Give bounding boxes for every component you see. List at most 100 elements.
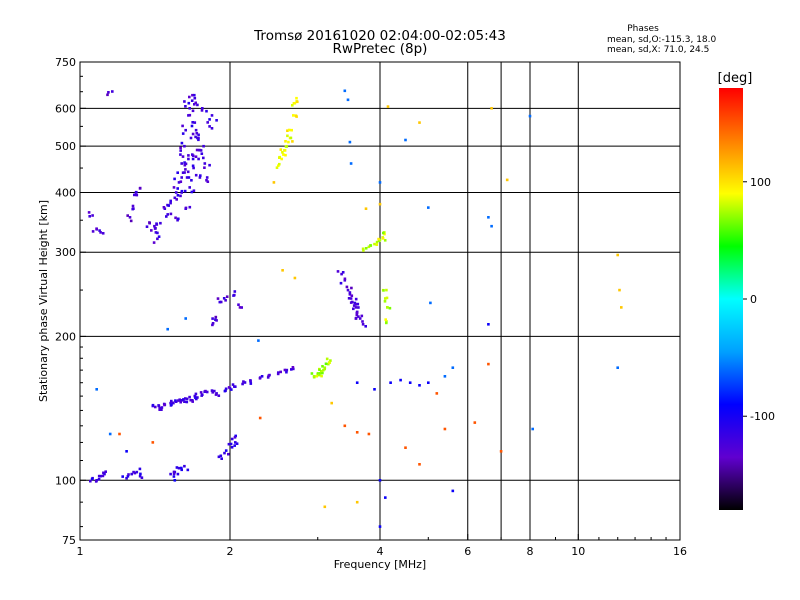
data-point bbox=[187, 176, 191, 179]
data-point bbox=[287, 128, 291, 132]
data-point bbox=[184, 397, 187, 400]
data-point bbox=[235, 442, 239, 445]
data-point bbox=[97, 474, 101, 478]
data-point bbox=[222, 297, 226, 300]
data-point bbox=[165, 215, 168, 218]
data-point bbox=[203, 166, 206, 169]
data-point bbox=[215, 319, 218, 322]
data-point bbox=[282, 153, 285, 156]
data-point bbox=[138, 467, 142, 471]
data-point bbox=[162, 206, 166, 209]
data-point bbox=[181, 124, 184, 128]
data-point bbox=[185, 176, 189, 179]
x-tick-label: 10 bbox=[571, 545, 585, 558]
data-point bbox=[87, 211, 91, 214]
data-point bbox=[131, 204, 135, 208]
data-point bbox=[404, 138, 407, 142]
data-point bbox=[177, 466, 181, 470]
data-point bbox=[281, 269, 284, 272]
data-point bbox=[193, 96, 197, 100]
data-point bbox=[126, 214, 129, 217]
data-point bbox=[173, 196, 177, 200]
data-point bbox=[286, 129, 289, 132]
phases-x-stats: mean, sd,X: 71.0, 24.5 bbox=[607, 45, 709, 55]
data-point bbox=[157, 404, 160, 407]
data-point bbox=[361, 323, 365, 326]
data-point bbox=[258, 377, 262, 380]
x-tick-label: 8 bbox=[527, 545, 534, 558]
data-point bbox=[132, 470, 135, 474]
data-point bbox=[176, 187, 179, 190]
data-point bbox=[295, 115, 298, 118]
data-point bbox=[356, 302, 360, 306]
data-point bbox=[150, 229, 153, 232]
data-point bbox=[205, 109, 208, 113]
data-point bbox=[175, 198, 178, 201]
data-point bbox=[210, 389, 214, 392]
data-point bbox=[378, 202, 382, 206]
data-point bbox=[325, 357, 329, 361]
data-point bbox=[339, 281, 343, 285]
data-point bbox=[184, 162, 188, 166]
data-point bbox=[206, 121, 209, 124]
data-point bbox=[95, 227, 98, 230]
data-point bbox=[220, 457, 223, 460]
data-point bbox=[343, 89, 347, 93]
data-point bbox=[232, 294, 235, 297]
data-point bbox=[158, 408, 161, 411]
data-point bbox=[381, 237, 385, 240]
data-point bbox=[272, 181, 276, 184]
data-point bbox=[531, 427, 534, 431]
data-point bbox=[91, 214, 94, 217]
data-point bbox=[139, 472, 142, 476]
data-point bbox=[451, 366, 455, 369]
data-point bbox=[343, 424, 347, 428]
data-point bbox=[219, 300, 223, 304]
data-point bbox=[528, 114, 532, 118]
data-point bbox=[230, 437, 234, 441]
data-point bbox=[188, 395, 191, 399]
data-point bbox=[158, 406, 161, 410]
data-point bbox=[322, 368, 325, 372]
data-point bbox=[284, 140, 287, 143]
colorbar bbox=[719, 88, 743, 510]
data-point bbox=[172, 470, 176, 474]
data-point bbox=[175, 466, 179, 469]
data-point bbox=[131, 207, 134, 211]
data-point bbox=[386, 306, 389, 309]
data-point bbox=[260, 375, 264, 378]
colorbar-tick-label: 100 bbox=[750, 176, 771, 189]
data-point bbox=[97, 477, 101, 481]
data-point bbox=[186, 170, 190, 174]
data-point bbox=[193, 121, 197, 124]
x-tick-label: 16 bbox=[673, 545, 687, 558]
data-point bbox=[195, 132, 199, 135]
data-point bbox=[191, 109, 195, 113]
data-point bbox=[174, 399, 177, 402]
chart-subtitle: RwPretec (8p) bbox=[333, 41, 428, 57]
data-point bbox=[490, 107, 493, 110]
data-point bbox=[180, 141, 184, 145]
data-point bbox=[291, 140, 294, 143]
x-axis-label: Frequency [MHz] bbox=[334, 558, 426, 571]
data-point bbox=[152, 241, 156, 244]
data-point bbox=[191, 132, 195, 136]
data-point bbox=[184, 128, 187, 132]
data-point bbox=[281, 151, 284, 154]
data-point bbox=[354, 316, 358, 320]
data-point bbox=[172, 472, 176, 475]
data-point bbox=[211, 322, 215, 325]
data-point bbox=[118, 432, 121, 436]
data-point bbox=[125, 450, 128, 453]
data-point bbox=[167, 204, 170, 207]
data-point bbox=[169, 199, 172, 203]
data-point bbox=[385, 321, 388, 325]
data-point bbox=[225, 295, 229, 298]
phases-label: Phases bbox=[627, 24, 659, 34]
data-points bbox=[87, 89, 623, 528]
data-point bbox=[233, 436, 237, 439]
data-point bbox=[192, 189, 196, 192]
data-point bbox=[135, 470, 139, 474]
data-point bbox=[278, 162, 281, 166]
